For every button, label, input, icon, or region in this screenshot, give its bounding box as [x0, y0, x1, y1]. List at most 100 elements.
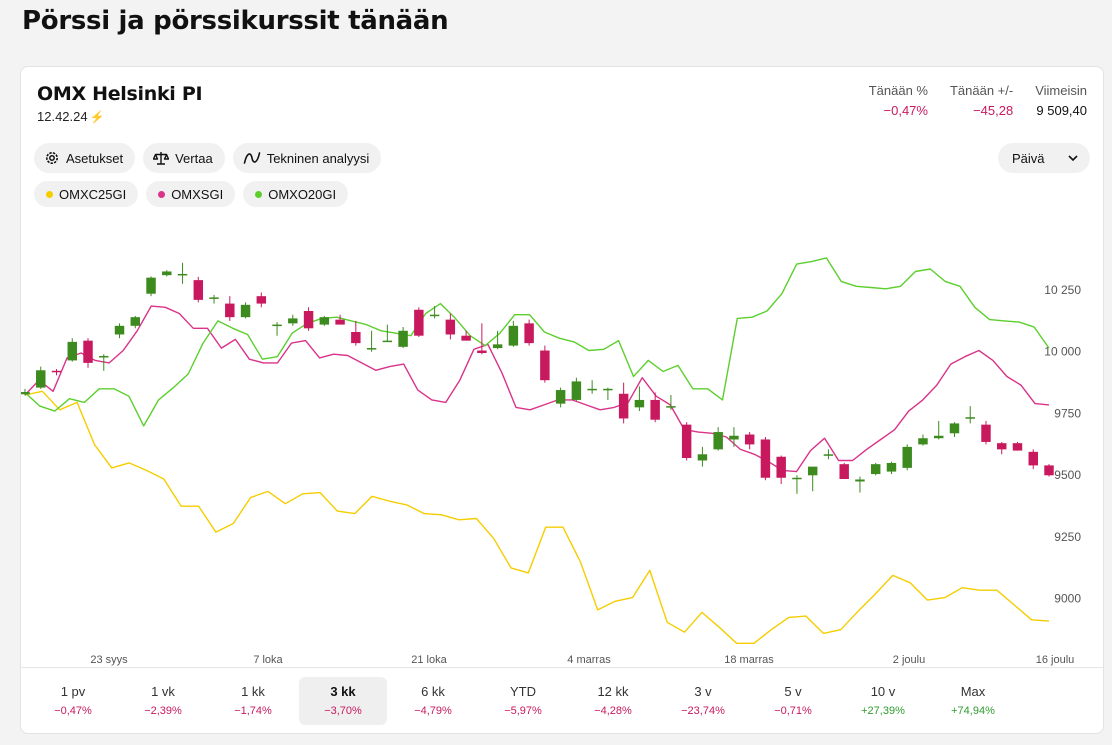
stat-latest: Viimeisin 9 509,40 — [1035, 83, 1087, 118]
compare-button[interactable]: Vertaa — [143, 143, 225, 173]
candle-body — [83, 340, 93, 363]
candle-body — [744, 434, 755, 445]
period-10y[interactable]: 10 v +27,39% — [839, 677, 927, 725]
legend-dot — [46, 190, 53, 198]
candle-body — [209, 297, 219, 299]
period-label: 1 kk — [241, 684, 265, 699]
period-1m[interactable]: 1 kk −1,74% — [209, 677, 297, 725]
period-6m[interactable]: 6 kk −4,79% — [389, 677, 477, 725]
candle-body — [902, 446, 912, 468]
period-change: +27,39% — [861, 705, 905, 717]
period-change: −4,79% — [414, 705, 452, 717]
period-max[interactable]: Max +74,94% — [929, 677, 1017, 725]
legend-chip-omxsgi[interactable]: OMXSGI — [146, 181, 236, 207]
period-change: −3,70% — [324, 705, 362, 717]
period-1d[interactable]: 1 pv −0,47% — [29, 677, 117, 725]
candle-body — [477, 350, 487, 353]
stat-value: −45,28 — [973, 103, 1014, 118]
chevron-down-icon — [1068, 155, 1078, 162]
interval-select[interactable]: Päivä — [998, 143, 1090, 173]
candle-body — [697, 454, 708, 461]
candle-body — [130, 317, 141, 326]
period-change: −5,97% — [504, 705, 542, 717]
candle-body — [508, 325, 519, 346]
y-tick-label: 9000 — [1054, 592, 1081, 606]
candle-body — [177, 273, 188, 276]
candle-body — [540, 350, 550, 381]
candle-body — [524, 323, 534, 344]
candle-body — [555, 390, 566, 404]
period-label: 3 v — [694, 684, 712, 699]
chart-toolbar: Asetukset Vertaa Tekninen analyysi — [34, 143, 382, 173]
period-3m[interactable]: 3 kk −3,70% — [299, 676, 387, 725]
stat-value: −0,47% — [883, 103, 928, 118]
x-tick-label: 4 marras — [567, 654, 611, 666]
period-change: −0,47% — [54, 705, 92, 717]
period-ytd[interactable]: YTD −5,97% — [479, 677, 567, 725]
scale-icon — [153, 152, 170, 165]
x-tick-label: 7 loka — [253, 654, 283, 666]
index-name: OMX Helsinki PI — [37, 83, 203, 105]
stat-label: Tänään +/- — [949, 83, 1014, 98]
legend-chip-omxo20gi[interactable]: OMXO20GI — [243, 181, 349, 207]
period-label: 12 kk — [597, 684, 629, 699]
candle-body — [414, 309, 424, 336]
price-chart[interactable]: 10 250 10 000 9750 9500 9250 9000 23 syys 7 lok… — [21, 227, 1103, 667]
candle-body — [997, 443, 1007, 450]
series-line-omxo20gi — [24, 257, 1050, 427]
settings-button[interactable]: Asetukset — [34, 143, 136, 173]
interval-value: Päivä — [1012, 150, 1045, 166]
x-tick-label: 23 syys — [90, 654, 128, 666]
candle-body — [99, 355, 109, 358]
legend-label: OMXC25GI — [59, 186, 127, 202]
period-label: 10 v — [870, 684, 896, 699]
candle-body — [949, 423, 960, 434]
candle-body — [618, 393, 629, 419]
period-label: 3 kk — [330, 684, 356, 699]
candle-body — [288, 318, 298, 324]
period-5y[interactable]: 5 v −0,71% — [749, 677, 837, 725]
candle-body — [870, 464, 881, 475]
period-3y[interactable]: 3 v −23,74% — [659, 677, 747, 725]
period-1w[interactable]: 1 vk −2,39% — [119, 677, 207, 725]
candle-body — [351, 332, 361, 344]
y-tick-label: 9500 — [1054, 468, 1081, 482]
index-card: OMX Helsinki PI 12.42.24 ⚡ Tänään % −0,47… — [20, 66, 1104, 734]
candle-body — [319, 317, 330, 325]
candle-body — [760, 439, 771, 478]
trend-icon — [243, 152, 260, 164]
candle-body — [1012, 443, 1023, 451]
technical-analysis-button[interactable]: Tekninen analyysi — [232, 143, 382, 173]
period-label: YTD — [510, 684, 536, 699]
legend-chip-omxc25gi[interactable]: OMXC25GI — [34, 181, 139, 207]
candle-body — [933, 435, 944, 439]
stats-row: Tänään % −0,47% Tänään +/- −45,28 Viimei… — [869, 83, 1087, 118]
candle-body — [1028, 451, 1038, 466]
gear-icon — [46, 152, 58, 164]
candle-body — [36, 370, 46, 388]
candle-body — [303, 311, 314, 329]
lightning-icon: ⚡ — [89, 110, 105, 124]
stat-value: 9 509,40 — [1036, 103, 1087, 118]
technical-analysis-label: Tekninen analyysi — [266, 150, 370, 166]
candle-body — [146, 277, 156, 294]
compare-legend: OMXC25GI OMXSGI OMXO20GI — [34, 181, 349, 207]
period-change: −1,74% — [234, 705, 272, 717]
series-line-omxc25gi — [24, 390, 1050, 644]
candle-body — [587, 388, 597, 391]
period-change: +74,94% — [951, 705, 995, 717]
candle-body — [366, 348, 377, 350]
candle-body — [492, 344, 503, 349]
stat-label: Tänään % — [868, 83, 928, 98]
candle-body — [886, 462, 897, 472]
candle-body — [807, 466, 818, 476]
candle-body — [776, 456, 786, 478]
candle-body — [225, 303, 235, 318]
candle-body — [114, 325, 125, 335]
candle-body — [650, 399, 660, 420]
period-12m[interactable]: 12 kk −4,28% — [569, 677, 657, 725]
candle-body — [1044, 465, 1054, 476]
candle-body — [792, 477, 802, 480]
candle-body — [855, 479, 865, 482]
period-change: −2,39% — [144, 705, 182, 717]
